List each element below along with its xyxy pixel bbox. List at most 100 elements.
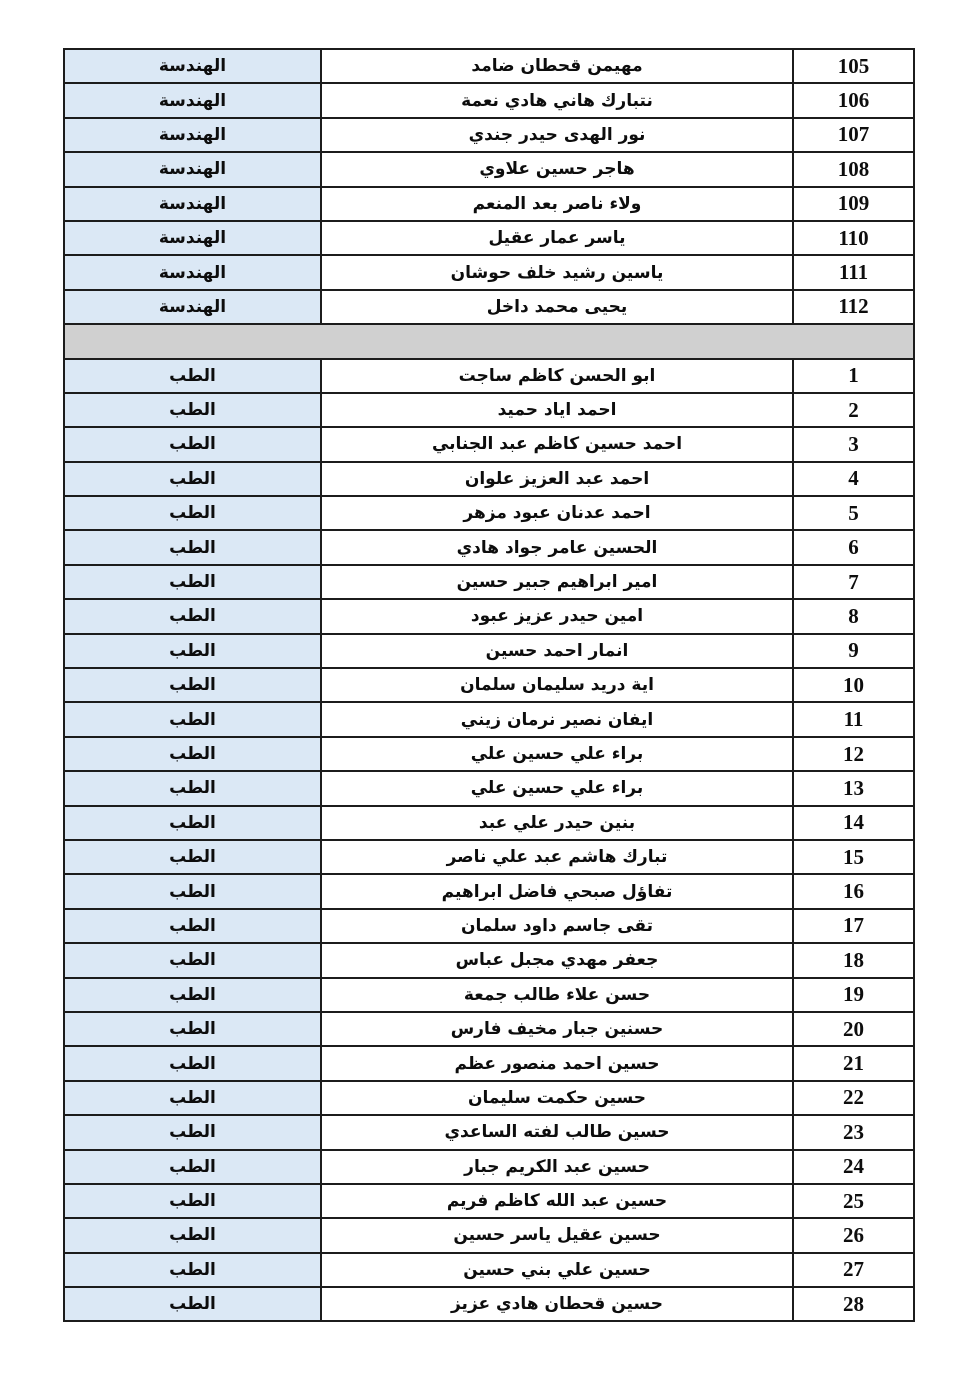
student-number-cell: 25 xyxy=(792,1182,915,1220)
student-name-cell: انمار احمد حسين xyxy=(320,632,794,670)
student-name-cell: حسين قحطان هادي عزيز xyxy=(320,1286,794,1323)
department-cell: الهندسة xyxy=(63,288,322,326)
section-separator-row xyxy=(63,323,915,360)
department-cell: الهندسة xyxy=(63,116,322,154)
student-number-cell: 111 xyxy=(792,254,915,291)
student-name-cell: حسين طالب لفته الساعدي xyxy=(320,1114,794,1151)
department-cell: الهندسة xyxy=(63,219,322,257)
student-name-cell: حسين علي بني حسين xyxy=(320,1251,794,1289)
student-name-cell: براء علي حسين علي xyxy=(320,770,794,807)
student-name-cell: بنين حيدر علي عبد xyxy=(320,804,794,841)
roster-row: 17 تقى جاسم داود سلمان الطب xyxy=(63,907,915,945)
student-number-cell: 20 xyxy=(792,1010,915,1048)
student-number-cell: 14 xyxy=(792,804,915,841)
student-number-cell: 21 xyxy=(792,1045,915,1082)
student-number-cell: 11 xyxy=(792,701,915,738)
department-cell: الطب xyxy=(63,1114,322,1151)
roster-row: 109 ولاء ناصر بعد المنعم الهندسة xyxy=(63,185,915,222)
department-cell: الطب xyxy=(63,598,322,635)
student-name-cell: جعفر مهدي مجبل عباس xyxy=(320,942,794,979)
student-name-cell: حسين عبد الله كاظم فريم xyxy=(320,1182,794,1220)
student-number-cell: 26 xyxy=(792,1217,915,1254)
student-number-cell: 7 xyxy=(792,563,915,601)
department-cell: الطب xyxy=(63,1045,322,1082)
roster-row: 111 ياسين رشيد خلف حوشان الهندسة xyxy=(63,254,915,291)
roster-row: 16 تفاؤل صبحي فاضل ابراهيم الطب xyxy=(63,873,915,910)
student-name-cell: ولاء ناصر بعد المنعم xyxy=(320,185,794,222)
student-name-cell: مهيمن قحطان ضامد xyxy=(320,47,794,85)
roster-row: 22 حسين حكمت سليمان الطب xyxy=(63,1079,915,1117)
department-cell: الطب xyxy=(63,907,322,945)
student-name-cell: حسين احمد منصور عظم xyxy=(320,1045,794,1082)
student-name-cell: تقى جاسم داود سلمان xyxy=(320,907,794,945)
student-number-cell: 109 xyxy=(792,185,915,222)
roster-row: 106 نتبارك هاني هادي نعمة الهندسة xyxy=(63,82,915,119)
department-cell: الطب xyxy=(63,495,322,532)
department-cell: الطب xyxy=(63,735,322,773)
roster-row: 12 براء علي حسين علي الطب xyxy=(63,735,915,773)
roster-row: 13 براء علي حسين علي الطب xyxy=(63,770,915,807)
department-cell: الهندسة xyxy=(63,254,322,291)
roster-row: 107 نور الهدى حيدر جندي الهندسة xyxy=(63,116,915,154)
student-name-cell: امين حيدر عزيز عبود xyxy=(320,598,794,635)
roster-row: 28 حسين قحطان هادي عزيز الطب xyxy=(63,1286,915,1323)
student-name-cell: حسين حكمت سليمان xyxy=(320,1079,794,1117)
roster-row: 105 مهيمن قحطان ضامد الهندسة xyxy=(63,47,915,85)
department-cell: الطب xyxy=(63,632,322,670)
student-name-cell: ابو الحسن كاظم ساجت xyxy=(320,357,794,394)
student-number-cell: 12 xyxy=(792,735,915,773)
student-number-cell: 27 xyxy=(792,1251,915,1289)
department-cell: الهندسة xyxy=(63,151,322,188)
student-name-cell: نور الهدى حيدر جندي xyxy=(320,116,794,154)
department-cell: الطب xyxy=(63,426,322,463)
student-roster-table: 105 مهيمن قحطان ضامد الهندسة 106 نتبارك هاني… xyxy=(63,47,915,1323)
student-number-cell: 2 xyxy=(792,391,915,429)
student-number-cell: 112 xyxy=(792,288,915,326)
department-cell: الطب xyxy=(63,838,322,876)
department-cell: الطب xyxy=(63,357,322,394)
student-name-cell: تفاؤل صبحي فاضل ابراهيم xyxy=(320,873,794,910)
student-number-cell: 28 xyxy=(792,1286,915,1323)
student-number-cell: 23 xyxy=(792,1114,915,1151)
department-cell: الهندسة xyxy=(63,185,322,222)
department-cell: الطب xyxy=(63,1010,322,1048)
student-number-cell: 22 xyxy=(792,1079,915,1117)
student-name-cell: حسين عبد الكريم جبار xyxy=(320,1148,794,1185)
student-number-cell: 16 xyxy=(792,873,915,910)
roster-row: 3 احمد حسين كاظم عبد الجنابي الطب xyxy=(63,426,915,463)
student-name-cell: حسين عقيل ياسر حسين xyxy=(320,1217,794,1254)
section-separator-cell xyxy=(63,323,915,360)
student-number-cell: 1 xyxy=(792,357,915,394)
student-name-cell: حسنين جبار مخيف فارس xyxy=(320,1010,794,1048)
student-name-cell: احمد اياد حميد xyxy=(320,391,794,429)
roster-row: 24 حسين عبد الكريم جبار الطب xyxy=(63,1148,915,1185)
department-cell: الطب xyxy=(63,667,322,704)
roster-row: 11 ايفان نصير نرمان زيني الطب xyxy=(63,701,915,738)
student-number-cell: 13 xyxy=(792,770,915,807)
student-name-cell: يحيى محمد داخل xyxy=(320,288,794,326)
roster-row: 15 تبارك هاشم عبد علي ناصر الطب xyxy=(63,838,915,876)
student-name-cell: براء علي حسين علي xyxy=(320,735,794,773)
student-number-cell: 8 xyxy=(792,598,915,635)
student-number-cell: 6 xyxy=(792,529,915,566)
roster-row: 14 بنين حيدر علي عبد الطب xyxy=(63,804,915,841)
roster-table-body: 105 مهيمن قحطان ضامد الهندسة 106 نتبارك هاني… xyxy=(63,47,915,1323)
roster-row: 23 حسين طالب لفته الساعدي الطب xyxy=(63,1114,915,1151)
student-number-cell: 3 xyxy=(792,426,915,463)
roster-row: 4 احمد عبد العزيز علوان الطب xyxy=(63,460,915,498)
roster-row: 8 امين حيدر عزيز عبود الطب xyxy=(63,598,915,635)
department-cell: الطب xyxy=(63,563,322,601)
department-cell: الطب xyxy=(63,873,322,910)
department-cell: الطب xyxy=(63,391,322,429)
student-name-cell: ايفان نصير نرمان زيني xyxy=(320,701,794,738)
student-number-cell: 18 xyxy=(792,942,915,979)
roster-row: 9 انمار احمد حسين الطب xyxy=(63,632,915,670)
roster-row: 5 احمد عدنان عبود مزهر الطب xyxy=(63,495,915,532)
student-number-cell: 4 xyxy=(792,460,915,498)
roster-row: 19 حسن علاء طالب جمعة الطب xyxy=(63,976,915,1013)
student-name-cell: الحسين عامر جواد هادي xyxy=(320,529,794,566)
roster-row: 1 ابو الحسن كاظم ساجت الطب xyxy=(63,357,915,394)
roster-row: 108 هاجر حسين علاوي الهندسة xyxy=(63,151,915,188)
department-cell: الطب xyxy=(63,701,322,738)
